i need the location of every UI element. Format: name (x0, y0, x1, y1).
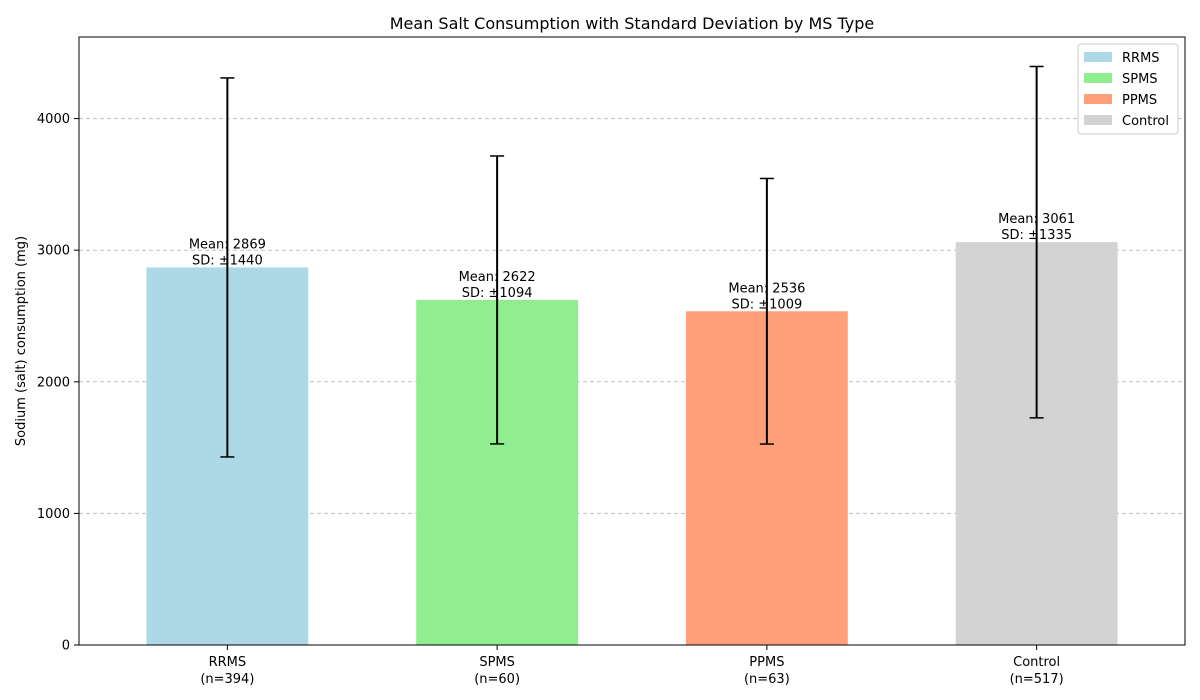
bar-sd-label: SD: ±1440 (192, 253, 263, 268)
bar-mean-label: Mean: 2536 (728, 281, 805, 296)
y-tick-label: 3000 (37, 244, 70, 259)
axes-layer: 0 1000 2000 3000 4000 RRMS (n=394) SPMS (n=60) PP… (37, 36, 1186, 687)
legend-item-control: Control (1084, 114, 1169, 129)
legend-item-ppms: PPMS (1084, 93, 1157, 108)
legend-label: PPMS (1122, 93, 1157, 108)
legend-item-rrms: RRMS (1084, 51, 1160, 66)
legend-swatch (1084, 115, 1112, 125)
legend-swatch (1084, 73, 1112, 83)
y-tick-label: 0 (62, 639, 70, 654)
x-tick-count-label: (n=63) (744, 672, 790, 687)
error-bar-rrms (220, 77, 235, 458)
error-bar-spms (490, 155, 505, 445)
bar-sd-label: SD: ±1094 (462, 286, 533, 301)
legend: RRMS SPMS PPMS Control (1077, 43, 1179, 135)
legend-item-spms: SPMS (1084, 72, 1158, 87)
legend-label: RRMS (1122, 51, 1160, 66)
x-tick-label: RRMS (209, 655, 247, 670)
legend-swatch (1084, 94, 1112, 104)
y-tick-label: 1000 (37, 507, 70, 522)
y-axis-title: Sodium (salt) consumption (mg) (14, 236, 29, 446)
y-tick-label: 4000 (37, 112, 70, 127)
bar-mean-label: Mean: 2869 (189, 237, 266, 252)
x-tick-label: SPMS (479, 655, 515, 670)
x-tick-count-label: (n=60) (474, 672, 520, 687)
bar-mean-label: Mean: 3061 (998, 212, 1075, 227)
bar-mean-label: Mean: 2622 (459, 270, 536, 285)
y-tick-label: 2000 (37, 375, 70, 390)
legend-label: Control (1122, 114, 1169, 129)
x-tick-label: Control (1013, 655, 1060, 670)
bar-sd-label: SD: ±1009 (731, 297, 802, 312)
x-tick-count-label: (n=394) (200, 672, 254, 687)
error-bar-ppms (759, 177, 774, 445)
error-bars-layer (220, 65, 1044, 458)
legend-box (1077, 43, 1179, 135)
bar-sd-label: SD: ±1335 (1001, 228, 1072, 243)
legend-swatch (1084, 52, 1112, 62)
bars-layer (146, 242, 1118, 645)
error-bar-control (1029, 65, 1044, 419)
chart-title: Mean Salt Consumption with Standard Devi… (390, 14, 875, 33)
x-tick-count-label: (n=517) (1010, 672, 1064, 687)
plot-frame (78, 36, 1186, 646)
legend-label: SPMS (1122, 72, 1158, 87)
x-tick-label: PPMS (749, 655, 784, 670)
